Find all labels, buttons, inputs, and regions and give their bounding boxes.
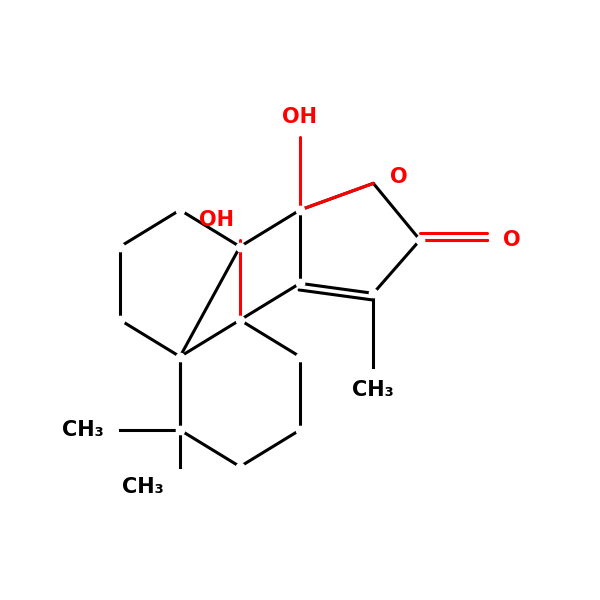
Text: CH₃: CH₃ bbox=[352, 380, 394, 400]
Text: OH: OH bbox=[283, 107, 317, 127]
Text: OH: OH bbox=[199, 210, 234, 230]
Text: O: O bbox=[503, 230, 521, 250]
Text: CH₃: CH₃ bbox=[62, 420, 103, 440]
Text: CH₃: CH₃ bbox=[122, 476, 163, 497]
Text: O: O bbox=[390, 167, 407, 187]
